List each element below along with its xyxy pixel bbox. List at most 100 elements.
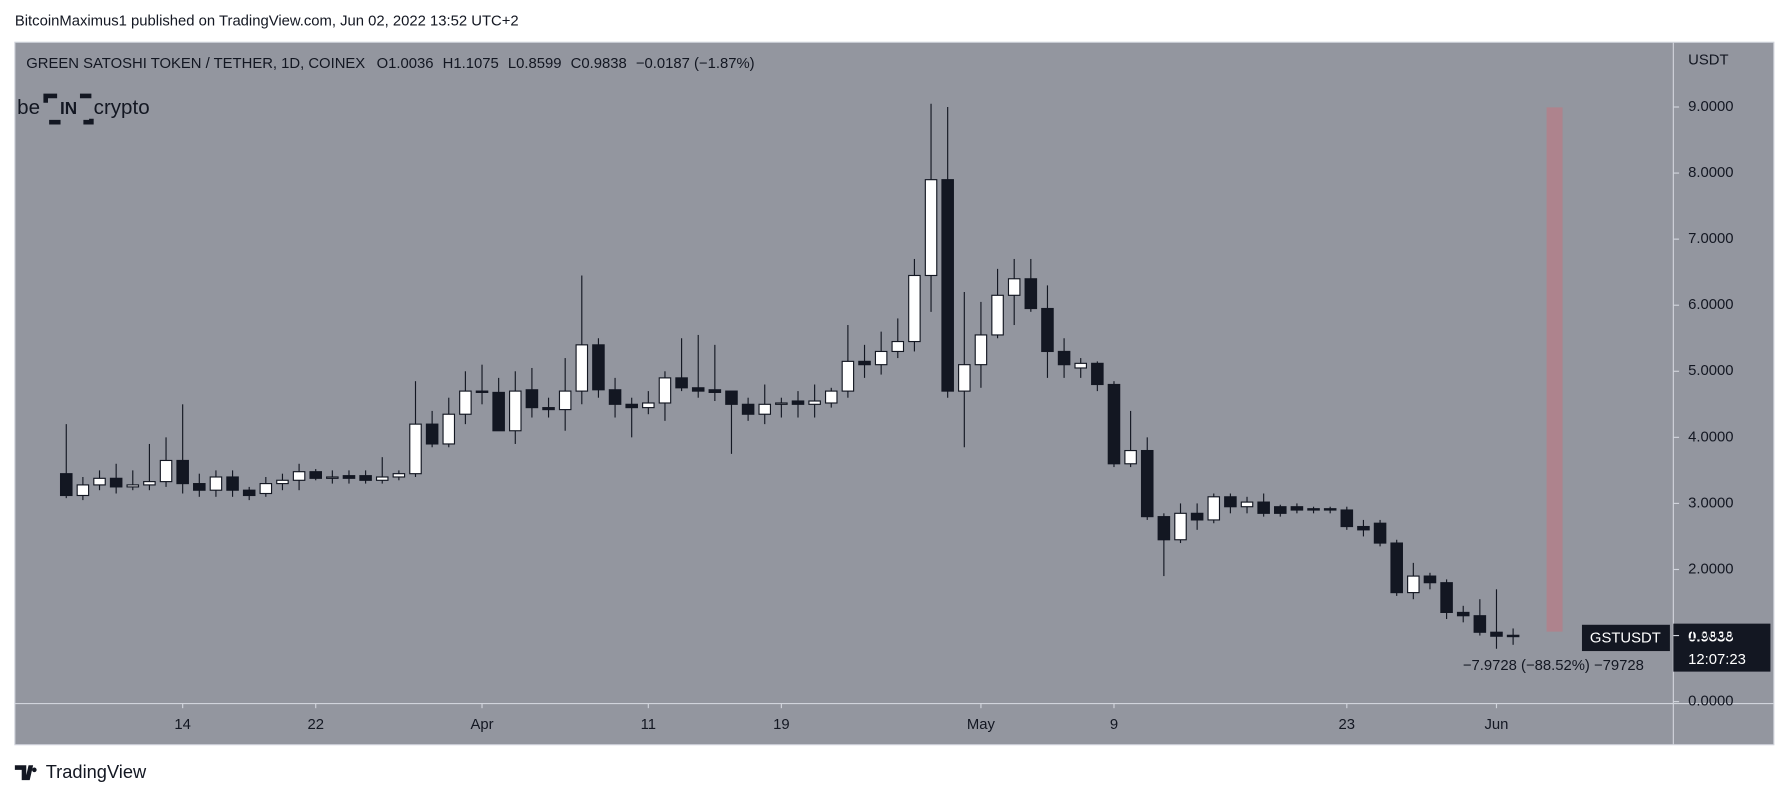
price-box bbox=[1673, 623, 1771, 672]
chart-title: GREEN SATOSHI TOKEN / TETHER, 1D, COINEX bbox=[26, 56, 365, 72]
candle-body bbox=[1274, 506, 1287, 514]
x-tick-label: Apr bbox=[470, 717, 493, 733]
candle-body bbox=[991, 294, 1004, 336]
candle-body bbox=[1074, 362, 1088, 369]
plot-area bbox=[59, 103, 1520, 649]
currency-label: USDT bbox=[1688, 52, 1728, 68]
candle-body bbox=[159, 459, 173, 483]
tv-icon bbox=[14, 765, 37, 781]
candle-body bbox=[691, 387, 705, 392]
candle-body bbox=[1240, 501, 1254, 508]
candle-body bbox=[608, 389, 622, 405]
candle-body bbox=[1440, 582, 1453, 613]
candle-body bbox=[658, 377, 672, 404]
candle-body bbox=[725, 390, 738, 405]
candle-body bbox=[1290, 506, 1304, 511]
legend-row: GREEN SATOSHI TOKEN / TETHER, 1D, COINEX… bbox=[26, 56, 754, 72]
candle-body bbox=[891, 340, 905, 353]
candle-body bbox=[126, 484, 140, 488]
candle-body bbox=[1157, 516, 1171, 541]
candle-body bbox=[1124, 449, 1137, 465]
candle-body bbox=[1423, 575, 1437, 584]
candle-body bbox=[1091, 362, 1104, 386]
candle-body bbox=[1257, 501, 1270, 514]
y-tick-label: 5.0000 bbox=[1688, 363, 1733, 379]
y-tick-label: 7.0000 bbox=[1688, 231, 1733, 247]
candle-body bbox=[442, 413, 456, 445]
x-tick-label: 23 bbox=[1339, 717, 1356, 733]
candle-body bbox=[974, 334, 988, 366]
symbol-box bbox=[1581, 624, 1670, 652]
candle-body bbox=[375, 476, 389, 481]
x-tick-label: 19 bbox=[773, 717, 790, 733]
candle-body bbox=[1357, 525, 1370, 531]
y-tick-label: 4.0000 bbox=[1688, 429, 1733, 445]
candle-body bbox=[1207, 496, 1221, 521]
candle-body bbox=[226, 476, 239, 491]
candle-body bbox=[1323, 508, 1337, 511]
measure-range bbox=[1546, 107, 1563, 632]
x-tick-label: 22 bbox=[307, 717, 324, 733]
candle-body bbox=[642, 402, 655, 409]
y-tick-label: 0.0000 bbox=[1688, 694, 1733, 710]
candle-body bbox=[425, 423, 439, 445]
candle-body bbox=[1190, 512, 1204, 521]
x-tick-label: Jun bbox=[1485, 717, 1509, 733]
candle-body bbox=[1490, 631, 1503, 637]
x-tick-label: 14 bbox=[174, 717, 191, 733]
candle-body bbox=[1057, 350, 1071, 366]
candle-body bbox=[1456, 611, 1470, 617]
candle-body bbox=[924, 179, 938, 277]
candle-body bbox=[359, 475, 372, 481]
candle-body bbox=[558, 390, 572, 411]
legend-key: H bbox=[443, 56, 454, 72]
candle-body bbox=[292, 471, 306, 481]
legend-value: 1.1075 bbox=[453, 56, 498, 72]
y-tick-label: 9.0000 bbox=[1688, 99, 1733, 115]
candle-body bbox=[409, 423, 422, 475]
candle-body bbox=[475, 390, 489, 393]
candle-body bbox=[758, 403, 772, 415]
chart-frame bbox=[14, 41, 1775, 746]
footer-logo: TradingView bbox=[14, 761, 147, 782]
candle-body bbox=[874, 350, 888, 366]
x-tick-label: 11 bbox=[641, 717, 656, 733]
candle-body bbox=[625, 403, 638, 409]
legend-value: 1.0036 bbox=[388, 56, 433, 72]
candle-body bbox=[1307, 508, 1320, 511]
candle-body bbox=[1007, 278, 1021, 296]
y-tick-label: 1.0000 bbox=[1688, 627, 1733, 643]
candle-body bbox=[509, 390, 522, 432]
legend-key: L bbox=[508, 56, 516, 72]
countdown: 12:07:23 bbox=[1688, 652, 1746, 668]
legend-key: C bbox=[571, 56, 582, 72]
legend-key: O bbox=[377, 56, 389, 72]
logo: be IN crypto bbox=[17, 93, 150, 125]
candle-body bbox=[143, 481, 156, 486]
x-tick-label: 9 bbox=[1110, 717, 1118, 733]
publisher-line: BitcoinMaximus1 published on TradingView… bbox=[15, 14, 519, 30]
candle-body bbox=[1390, 542, 1403, 594]
candle-body bbox=[176, 459, 189, 485]
candle-body bbox=[808, 400, 821, 405]
footer-brand: TradingView bbox=[46, 761, 147, 782]
candle-body bbox=[1506, 634, 1520, 638]
y-tick-label: 3.0000 bbox=[1688, 495, 1733, 511]
candle-body bbox=[1407, 575, 1420, 594]
candle-body bbox=[791, 400, 805, 405]
candle-body bbox=[708, 389, 722, 393]
symbol-label: GSTUSDT bbox=[1590, 630, 1661, 646]
candle-body bbox=[392, 473, 406, 478]
candle-body bbox=[1340, 509, 1354, 528]
candle-body bbox=[592, 344, 605, 391]
candle-body bbox=[824, 390, 838, 404]
candle-body bbox=[841, 360, 855, 392]
candle-body bbox=[1473, 615, 1487, 633]
candle-body bbox=[941, 179, 954, 392]
candle-body bbox=[1174, 512, 1187, 541]
candle-body bbox=[525, 389, 539, 409]
candle-body bbox=[193, 483, 206, 491]
legend-value: 0.8599 bbox=[516, 56, 561, 72]
y-tick-label: 2.0000 bbox=[1688, 561, 1733, 577]
